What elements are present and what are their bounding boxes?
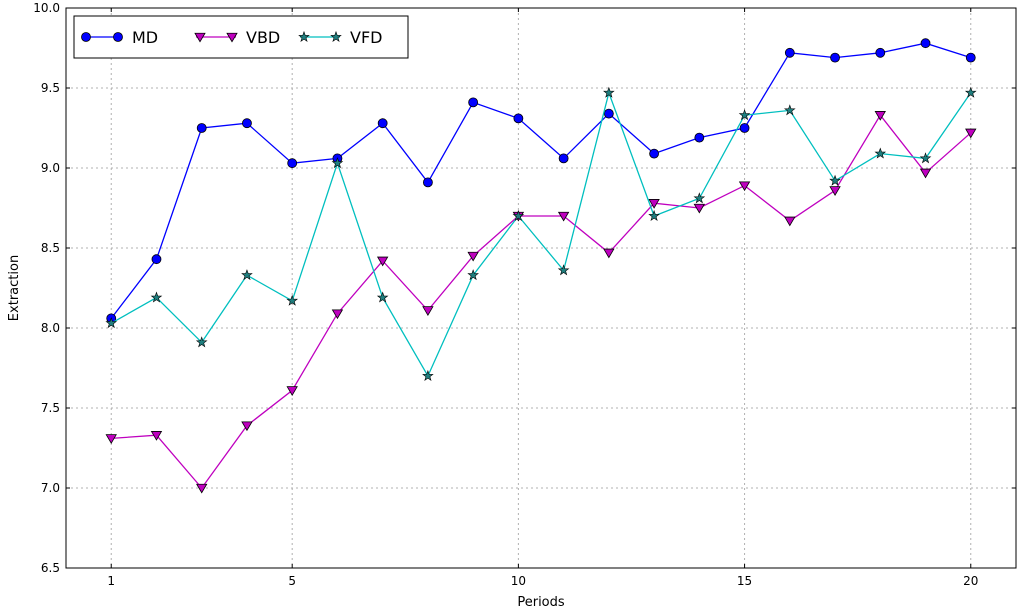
data-point-vbd (241, 421, 253, 432)
legend-label-md: MD (132, 28, 158, 47)
data-point-vbd (557, 211, 570, 222)
series-line-vbd (111, 114, 972, 490)
data-point-vfd (376, 291, 389, 303)
legend-entry-md: MD (81, 28, 158, 47)
y-tick-label: 6.5 (41, 561, 60, 575)
data-point-md (649, 148, 659, 159)
legend-marker-md (113, 32, 123, 42)
data-point-vbd (286, 386, 298, 396)
legend-marker-vfd (330, 30, 342, 42)
data-point-md (377, 118, 388, 129)
data-point-md (242, 118, 252, 129)
data-point-vbd (965, 128, 977, 139)
data-point-md (151, 254, 162, 265)
data-point-vfd (467, 269, 479, 281)
legend-marker-vbd (226, 32, 238, 43)
x-tick-label: 10 (511, 574, 526, 588)
data-point-vbd (376, 256, 389, 267)
data-point-vbd (603, 248, 615, 259)
data-point-vfd (286, 294, 298, 306)
series-vbd (105, 111, 977, 494)
data-point-vfd (738, 109, 751, 121)
data-point-md (513, 113, 524, 124)
series-line-md (110, 42, 971, 319)
grid (66, 7, 1016, 569)
data-point-vfd (150, 291, 163, 303)
y-tick-label: 9.5 (41, 81, 60, 95)
y-tick-label: 8.0 (41, 321, 60, 335)
data-point-md (196, 123, 207, 133)
series-vfd (105, 86, 977, 381)
data-point-vfd (693, 192, 706, 204)
data-point-md (875, 47, 886, 58)
series-layer (105, 38, 977, 494)
data-point-vfd (331, 157, 344, 169)
data-point-vfd (919, 152, 932, 164)
data-point-md (287, 158, 298, 169)
x-tick-label: 5 (288, 574, 296, 588)
data-point-vbd (738, 181, 751, 192)
legend-entry-vfd: VFD (298, 28, 382, 47)
data-point-md (468, 97, 479, 108)
x-axis-label: Periods (517, 595, 565, 610)
legend-marker-md (81, 32, 91, 42)
data-point-vbd (784, 216, 796, 227)
y-tick-label: 8.5 (41, 241, 60, 255)
data-point-md (739, 123, 750, 133)
data-point-md (920, 38, 931, 49)
series-md (106, 38, 976, 324)
data-point-vfd (964, 86, 977, 98)
legend-label-vbd: VBD (246, 28, 280, 47)
data-point-vfd (829, 174, 841, 186)
data-point-vbd (874, 111, 886, 121)
x-tick-label: 1 (107, 574, 115, 588)
data-point-vfd (241, 269, 253, 281)
legend-label-vfd: VFD (350, 28, 382, 47)
data-point-vbd (829, 186, 841, 196)
legend-marker-vbd (194, 32, 206, 43)
legend-marker-vfd (298, 30, 310, 42)
legend: MD VBD VFD (73, 15, 409, 59)
data-point-vbd (467, 251, 479, 262)
legend-box (73, 15, 409, 59)
data-point-vbd (919, 168, 932, 179)
data-point-md (784, 47, 795, 58)
data-point-vfd (648, 209, 660, 221)
data-point-vbd (693, 203, 706, 214)
data-point-md (603, 108, 614, 119)
y-tick-label: 10.0 (33, 1, 60, 15)
data-point-vfd (603, 86, 615, 98)
legend-entry-vbd: VBD (194, 28, 280, 47)
data-point-vfd (105, 317, 118, 329)
y-tick-label: 7.0 (41, 481, 60, 495)
data-point-vbd (105, 434, 117, 444)
data-point-md (423, 177, 433, 188)
data-point-vfd (512, 209, 525, 221)
plot-frame (65, 7, 1017, 569)
data-point-md (965, 52, 976, 63)
y-tick-label: 9.0 (41, 161, 60, 175)
y-tick-label: 7.5 (41, 401, 60, 415)
data-point-vbd (196, 483, 208, 494)
y-axis-label: Extraction (7, 255, 22, 321)
data-point-vbd (648, 199, 660, 209)
data-point-vbd (422, 306, 434, 316)
series-line-vfd (110, 90, 972, 378)
data-point-vfd (874, 147, 887, 159)
data-point-md (694, 132, 705, 143)
data-point-md (558, 153, 569, 164)
data-point-vbd (331, 309, 344, 320)
data-point-vfd (784, 104, 796, 116)
data-point-md (830, 52, 840, 63)
x-tick-label: 20 (963, 574, 978, 588)
data-point-vfd (422, 369, 434, 381)
ticks: 1 5 10 15 206.57.07.58.08.59.09.510.0 (33, 1, 1016, 588)
data-point-vbd (150, 431, 163, 441)
x-tick-label: 15 (737, 574, 752, 588)
data-point-vfd (557, 264, 570, 276)
data-point-vfd (195, 336, 208, 348)
